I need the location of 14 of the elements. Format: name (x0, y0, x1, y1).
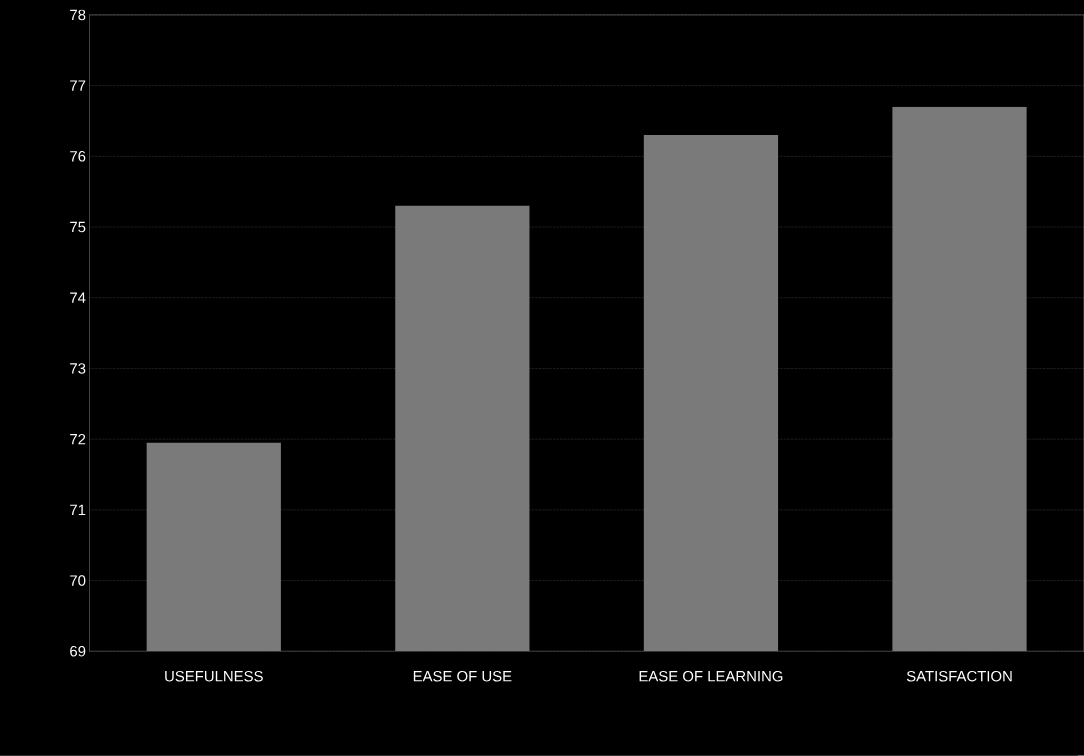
x-tick-label: SATISFACTION (906, 671, 1012, 682)
x-tick-label: USEFULNESS (165, 671, 263, 682)
y-tick-label: 78 (70, 9, 86, 21)
y-tick-label: 76 (70, 151, 86, 162)
y-tick-label: 72 (70, 434, 86, 445)
y-tick-label: 71 (70, 504, 86, 516)
y-tick-label: 77 (70, 80, 86, 91)
y-tick-label: 75 (70, 221, 86, 233)
y-tick-label: 73 (70, 363, 86, 374)
y-tick-label: 70 (70, 575, 86, 586)
x-tick-label: EASE OF USE (413, 671, 512, 682)
x-tick-label: EASE OF LEARNING (639, 671, 783, 682)
y-tick-label: 74 (70, 292, 86, 304)
y-tick-label: 69 (70, 646, 86, 657)
